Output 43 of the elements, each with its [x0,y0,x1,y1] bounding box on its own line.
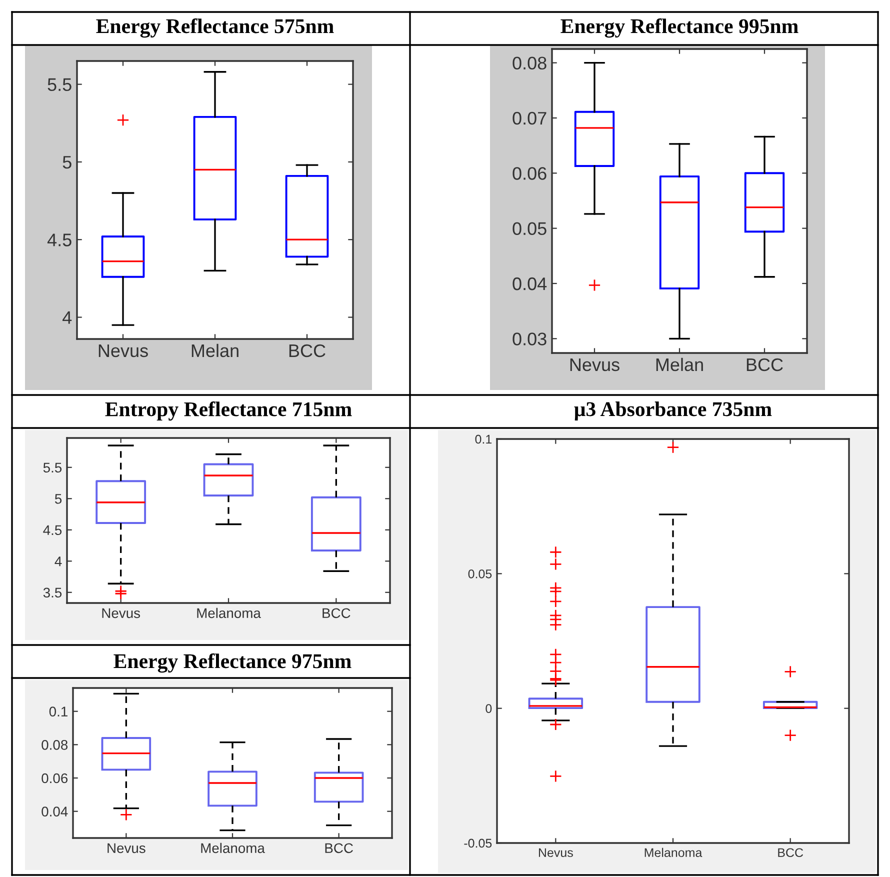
x-tick-label: BCC [778,848,804,858]
x-tick-label: Nevus [102,608,140,618]
y-tick-label: 4 [62,311,72,324]
chart-title: μ3 Absorbance 735nm [574,402,772,420]
y-tick-label: 0.06 [42,773,68,784]
x-tick-label: Melan [656,358,703,372]
chart-title: Energy Reflectance 995nm [560,18,798,38]
x-tick-label: BCC [322,608,350,618]
y-tick-label: 5.5 [48,78,72,92]
x-tick-label: Nevus [108,843,146,854]
y-tick-label: 0.07 [512,112,546,125]
y-tick-label: 0.06 [512,167,546,180]
y-tick-label: 0.03 [512,332,546,346]
x-tick-label: Melanoma [197,608,261,618]
x-tick-label: BCC [746,358,783,372]
y-tick-label: 0.05 [512,222,546,236]
y-tick-label: 4.5 [47,234,72,246]
x-tick-label: Melan [192,344,238,358]
chart-title: Entropy Reflectance 715nm [105,401,352,421]
x-tick-label: BCC [289,344,326,358]
y-tick-label: 4.5 [43,525,62,536]
y-tick-label: 4 [54,556,62,566]
x-tick-label: Nevus [538,848,573,858]
y-tick-label: 0.1 [475,434,492,444]
y-tick-label: -0.05 [464,838,492,848]
x-tick-label: Nevus [570,358,620,372]
y-tick-label: 0 [486,704,492,713]
y-tick-label: 0.04 [42,806,68,817]
chart-title: Energy Reflectance 575nm [96,18,334,38]
y-tick-label: 0.1 [49,706,68,717]
y-tick-label: 5.5 [43,462,62,473]
y-tick-label: 3.5 [43,588,62,598]
x-tick-label: Melanoma [644,848,702,858]
x-tick-label: BCC [325,843,353,854]
x-tick-label: Nevus [98,344,148,358]
y-tick-label: 5 [62,156,72,169]
y-tick-label: 0.04 [512,277,547,290]
x-tick-label: Melanoma [201,842,265,854]
y-tick-label: 0.08 [42,740,68,750]
y-tick-label: 0.08 [512,56,546,70]
chart-title: Energy Reflectance 975nm [114,653,352,673]
y-tick-label: 0.05 [468,569,492,578]
y-tick-label: 5 [54,494,62,504]
